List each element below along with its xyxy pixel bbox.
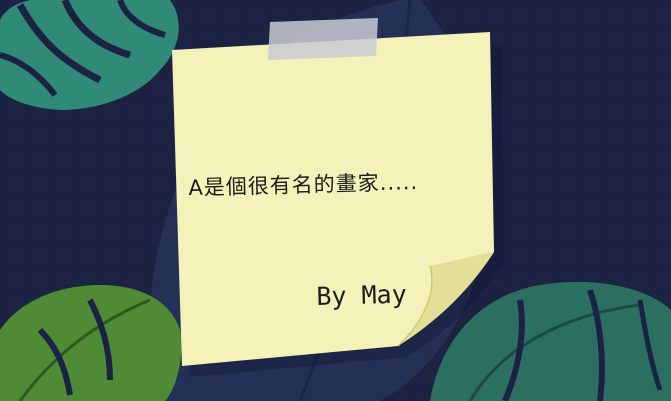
teal-leaf-bottom-right [430,281,671,401]
note-paper [172,32,494,366]
note-signature: By May [316,279,408,311]
tape-strip [268,18,378,60]
green-leaf-bottom-left [0,285,182,401]
curled-corner [398,252,494,346]
note-message: A是個很有名的畫家..... [188,169,419,200]
teal-leaf-top-left [0,0,179,110]
